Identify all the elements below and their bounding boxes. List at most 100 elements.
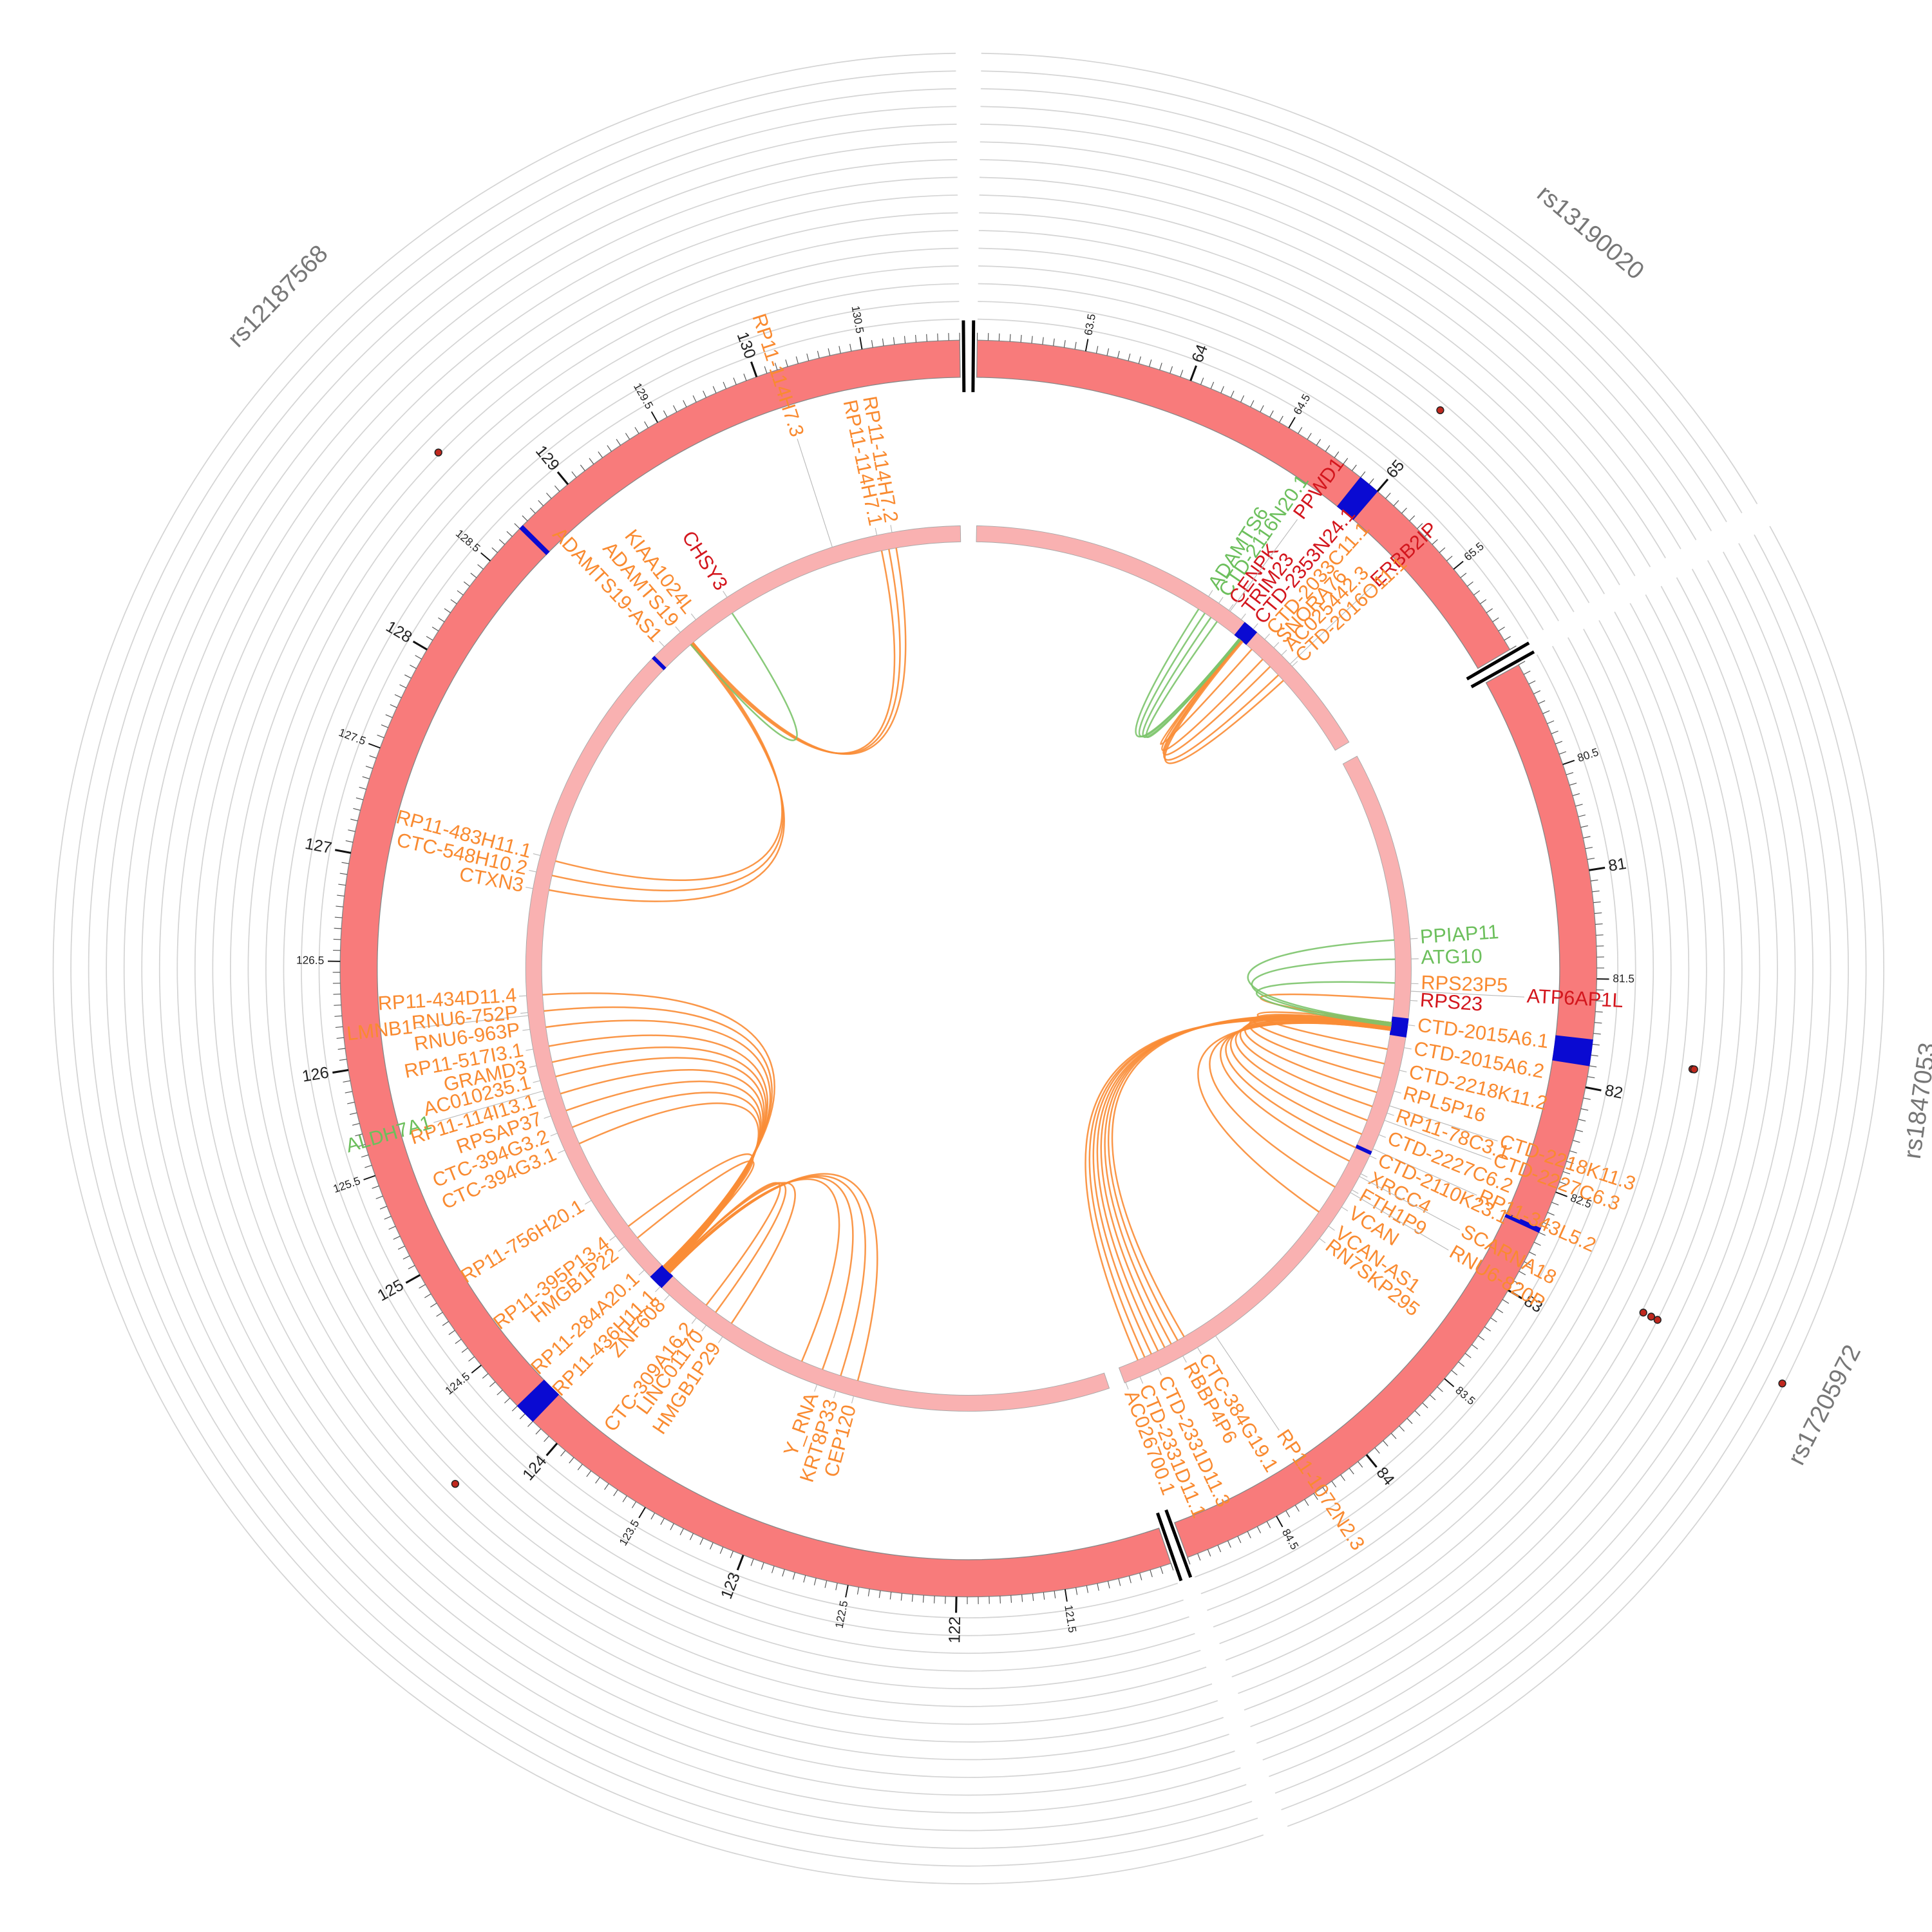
grid-circle (979, 176, 1651, 567)
grid-circle (1262, 560, 1814, 1761)
gene-connector (1341, 1206, 1349, 1211)
gene-connector (1384, 1120, 1492, 1160)
major-tick (1453, 560, 1464, 570)
minor-tick (1053, 338, 1055, 346)
gene-connector (522, 1028, 530, 1031)
minor-tick (397, 1245, 405, 1250)
minor-tick (426, 636, 433, 641)
link (1256, 981, 1396, 1027)
minor-tick (1107, 1581, 1110, 1589)
break-marker (1156, 1512, 1183, 1582)
minor-tick (1587, 857, 1595, 860)
gene-connector (533, 1080, 540, 1083)
minor-tick (1466, 581, 1473, 587)
track-highlight (651, 656, 667, 670)
minor-tick (535, 1428, 542, 1435)
minor-tick (743, 374, 747, 381)
minor-tick (468, 1356, 475, 1362)
minor-tick (1555, 741, 1563, 744)
minor-tick (337, 1048, 346, 1050)
minor-tick (771, 1566, 775, 1573)
minor-tick (424, 1293, 431, 1298)
minor-tick (650, 1512, 656, 1520)
tick-label: 81.5 (1613, 972, 1634, 985)
gene-connector (1372, 1148, 1477, 1196)
minor-tick (723, 381, 727, 389)
major-tick (471, 1365, 482, 1374)
minor-tick (1298, 427, 1303, 434)
gene-label: PPIAP11 (1419, 920, 1499, 948)
minor-tick (1279, 415, 1283, 423)
minor-tick (1504, 636, 1511, 641)
minor-tick (1237, 1536, 1242, 1544)
major-tick (334, 849, 352, 854)
minor-tick (1578, 1119, 1586, 1122)
minor-tick (900, 1593, 903, 1601)
minor-tick (538, 500, 544, 506)
major-tick (368, 743, 381, 749)
minor-tick (867, 1589, 870, 1596)
minor-tick (692, 395, 697, 402)
minor-tick (828, 348, 831, 356)
minor-tick (792, 1572, 796, 1580)
gene-connector (691, 1317, 697, 1324)
minor-tick (1558, 751, 1567, 755)
minor-tick (349, 1112, 357, 1115)
minor-tick (817, 350, 820, 359)
link (544, 1006, 773, 1267)
minor-tick (1075, 1587, 1078, 1595)
gene-connector (1215, 1336, 1280, 1431)
major-tick (545, 1443, 558, 1457)
link (549, 643, 785, 902)
minor-tick (341, 862, 349, 864)
minor-tick (1343, 458, 1349, 465)
minor-tick (1170, 1563, 1174, 1571)
minor-tick (1401, 507, 1407, 514)
minor-tick (334, 1004, 341, 1006)
minor-tick (871, 340, 873, 348)
minor-tick (571, 471, 577, 478)
minor-tick (1325, 445, 1331, 452)
minor-tick (1399, 1425, 1405, 1432)
gene-connector (690, 613, 696, 620)
gene-connector (533, 853, 541, 857)
gene-label: CHSY3 (677, 527, 732, 594)
minor-tick (1304, 1499, 1309, 1506)
minor-tick (1575, 1129, 1584, 1132)
minor-tick (1217, 1545, 1222, 1553)
minor-tick (1385, 493, 1391, 499)
minor-tick (491, 547, 498, 553)
gene-connector (1139, 1376, 1144, 1384)
snp-label: rs1847053 (1899, 1041, 1932, 1160)
grid-circle (1225, 611, 1707, 1661)
minor-tick (670, 1523, 674, 1531)
minor-tick (1074, 341, 1077, 350)
minor-tick (882, 338, 884, 346)
major-tick (1376, 478, 1389, 493)
gene-connector (1240, 613, 1246, 620)
minor-tick (1528, 680, 1536, 685)
gene-connector (875, 527, 878, 536)
major-tick (1288, 417, 1296, 428)
gene-connector (797, 439, 833, 547)
major-tick (1084, 339, 1089, 352)
major-tick (1589, 866, 1605, 871)
minor-tick (824, 1580, 828, 1588)
minor-tick (1551, 1202, 1559, 1206)
grid-circle (106, 106, 1247, 1832)
grid-circle (88, 88, 1253, 1849)
minor-tick (1358, 1461, 1363, 1468)
minor-tick (795, 356, 799, 364)
minor-tick (1269, 410, 1274, 417)
major-tick (638, 1507, 646, 1519)
major-tick (412, 640, 428, 651)
link (1138, 612, 1240, 737)
gene-connector (1273, 642, 1280, 649)
minor-tick (1464, 1352, 1472, 1358)
major-tick (405, 1274, 421, 1284)
minor-tick (457, 590, 464, 596)
minor-tick (444, 608, 451, 614)
minor-tick (1585, 847, 1593, 849)
minor-tick (415, 655, 422, 659)
